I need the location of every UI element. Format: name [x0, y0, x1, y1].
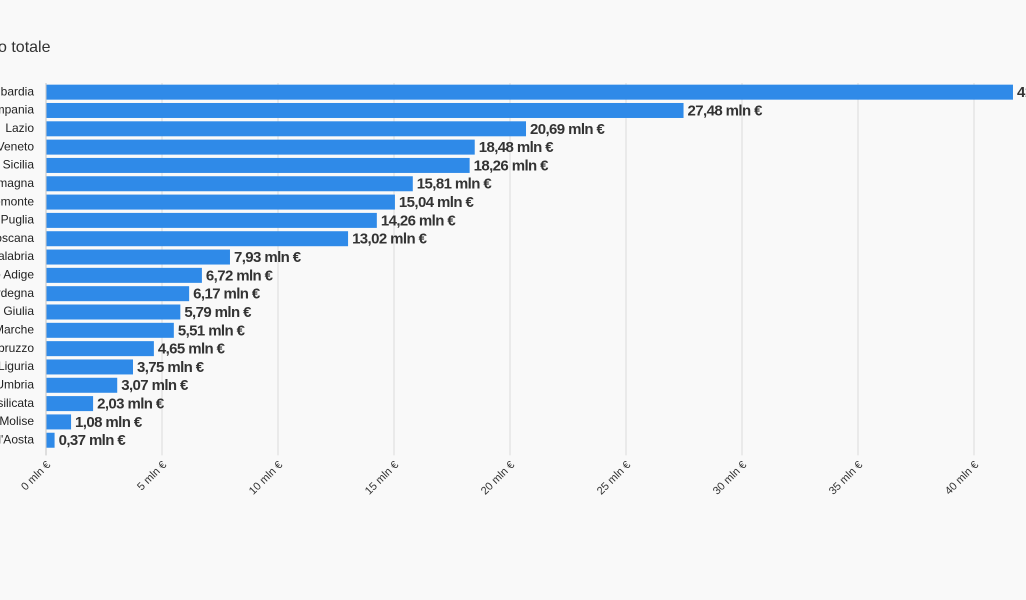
chart-title: o totale	[0, 39, 51, 56]
bar	[46, 396, 94, 412]
bar	[46, 157, 470, 173]
value-label: 14,26 mln €	[381, 212, 457, 229]
value-label: 3,75 mln €	[137, 359, 205, 376]
y-tick-label: Sicilia	[3, 158, 35, 172]
y-tick-label: Liguria	[0, 359, 34, 373]
y-tick-label: Marche	[0, 322, 34, 336]
y-tick-label: Lombardia	[0, 84, 34, 98]
y-tick-label: Basilicata	[0, 396, 34, 410]
value-label: 18,48 mln €	[479, 139, 555, 156]
x-tick-label: 5 mln €	[135, 459, 169, 493]
y-tick-label: Lazio	[5, 121, 34, 135]
y-tick-label: Emilia-Romagna	[0, 176, 34, 190]
bar	[46, 414, 72, 430]
bar	[46, 139, 475, 155]
bar	[46, 432, 55, 448]
y-tick-label: Friuli-Venezia Giulia	[0, 304, 34, 318]
y-tick-label: Trentino-Alto Adige	[0, 268, 34, 282]
x-tick-label: 15 mln €	[363, 459, 401, 497]
bar	[46, 322, 174, 338]
y-tick-label: Campania	[0, 103, 34, 117]
value-label: 13,02 mln €	[352, 231, 428, 248]
x-tick-label: 30 mln €	[711, 459, 749, 497]
y-tick-label: Calabria	[0, 249, 34, 263]
y-tick-label: Puglia	[1, 213, 35, 227]
value-label: 3,07 mln €	[121, 377, 189, 394]
value-label: 2,03 mln €	[97, 396, 165, 413]
bar	[46, 341, 154, 357]
bar	[46, 231, 349, 247]
bar	[46, 304, 181, 320]
value-label: 5,51 mln €	[178, 322, 246, 339]
y-tick-label: Umbria	[0, 377, 34, 391]
y-tick-label: Abruzzo	[0, 341, 34, 355]
bar	[46, 249, 230, 265]
y-tick-label: Molise	[0, 414, 34, 428]
bar	[46, 121, 527, 137]
x-tick-label: 35 mln €	[827, 459, 865, 497]
bar	[46, 286, 190, 302]
y-tick-label: Piemonte	[0, 194, 34, 208]
value-label: 1,08 mln €	[75, 414, 143, 431]
y-tick-label: Sardegna	[0, 286, 34, 300]
y-tick-label: Valle d'Aosta	[0, 432, 34, 446]
y-tick-label: Veneto	[0, 139, 34, 153]
x-tick-label: 40 mln €	[943, 459, 981, 497]
value-label: 6,72 mln €	[206, 267, 274, 284]
bar	[46, 267, 202, 283]
value-label: 0,37 mln €	[59, 432, 127, 449]
value-label: 5,79 mln €	[184, 304, 252, 321]
bar	[46, 359, 133, 375]
value-label: 27,48 mln €	[688, 102, 764, 119]
bar	[46, 377, 118, 393]
x-tick-label: 25 mln €	[595, 459, 633, 497]
value-label: 41,68 mln €	[1017, 84, 1026, 101]
bar	[46, 194, 395, 210]
bar	[46, 212, 377, 228]
bar	[46, 84, 1013, 100]
value-label: 4,65 mln €	[158, 341, 226, 358]
bar	[46, 102, 684, 118]
value-label: 20,69 mln €	[530, 121, 606, 138]
x-tick-label: 10 mln €	[247, 459, 285, 497]
value-label: 15,04 mln €	[399, 194, 475, 211]
value-label: 15,81 mln €	[417, 176, 493, 193]
value-label: 7,93 mln €	[234, 249, 302, 266]
x-tick-label: 0 mln €	[19, 459, 53, 493]
value-label: 18,26 mln €	[474, 157, 550, 174]
bar	[46, 176, 413, 192]
y-tick-label: Toscana	[0, 231, 34, 245]
x-tick-label: 20 mln €	[479, 459, 517, 497]
value-label: 6,17 mln €	[193, 286, 261, 303]
